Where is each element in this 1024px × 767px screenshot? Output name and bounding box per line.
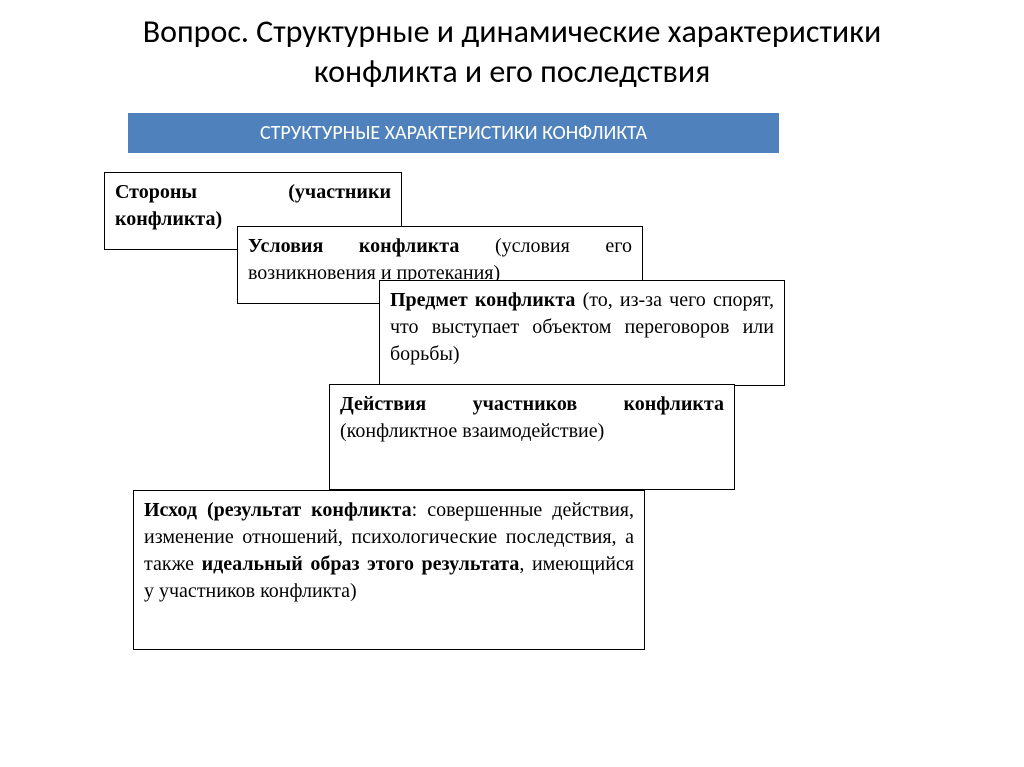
title-line2: конфликта и его последствия	[314, 52, 711, 91]
box-subject: Предмет конфликта (то, из-за чего спорят…	[379, 280, 785, 386]
text-segment: идеальный образ этого результата	[202, 553, 520, 575]
banner-text: СТРУКТУРНЫЕ ХАРАКТЕРИСТИКИ КОНФЛИКТА	[260, 121, 647, 145]
text-segment: Исход (результат конфликта	[144, 499, 412, 521]
text-segment: Стороны (участники конфликта)	[115, 181, 391, 230]
box-outcome: Исход (результат конфликта: совершенные …	[133, 490, 645, 650]
text-segment: (конфликтное взаимодействие)	[340, 420, 604, 442]
text-segment: Действия участников конфликта	[340, 393, 724, 415]
slide-title: Вопрос. Структурные и динамические харак…	[0, 12, 1024, 92]
text-segment: Условия конфликта	[248, 235, 495, 257]
title-line1: Вопрос. Структурные и динамические харак…	[143, 12, 882, 51]
box-actions: Действия участников конфликта (конфликтн…	[329, 384, 735, 490]
slide: Вопрос. Структурные и динамические харак…	[0, 0, 1024, 767]
banner: СТРУКТУРНЫЕ ХАРАКТЕРИСТИКИ КОНФЛИКТА	[128, 113, 779, 153]
text-segment: Предмет конфликта	[390, 289, 583, 311]
